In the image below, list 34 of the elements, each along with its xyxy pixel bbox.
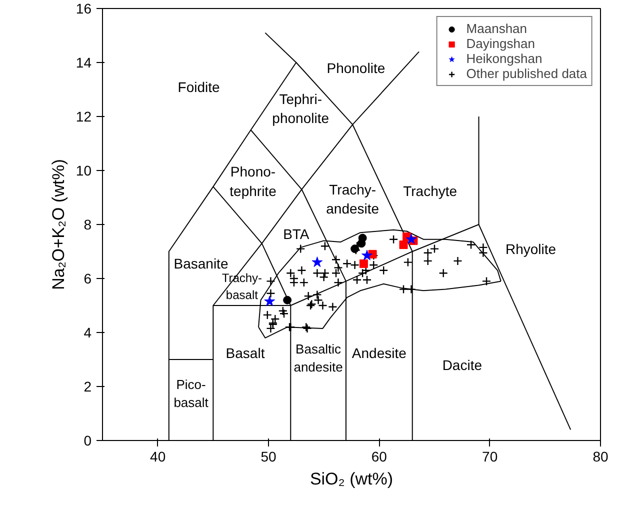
annotation: BTA	[283, 226, 310, 242]
y-tick-label: 12	[76, 108, 92, 124]
annotation: Foidite	[178, 78, 220, 95]
annotation: Phonolite	[326, 60, 386, 76]
annotation: Andesite	[352, 344, 407, 361]
annotation: Tephri- phonolite	[272, 90, 330, 126]
annotation: Basalt	[226, 344, 265, 361]
y-tick-label: 14	[76, 54, 92, 70]
y-tick-label: 16	[76, 0, 92, 16]
annotation: Rhyolite	[505, 240, 556, 257]
annotation: Trachyte	[403, 182, 458, 199]
legend-label: Heikongshan	[466, 51, 542, 66]
annotation: Basanite	[174, 256, 228, 272]
y-axis-title: Na₂O+K₂O (wt%)	[48, 159, 68, 290]
x-tick-label: 40	[150, 448, 166, 464]
legend-label: Dayingshan	[466, 36, 535, 51]
annotation: Basaltic andesite	[294, 342, 343, 375]
x-tick-label: 80	[592, 448, 608, 464]
y-tick-label: 10	[76, 162, 92, 178]
annotation: Trachy- andesite	[326, 181, 380, 216]
annotation: Phono- tephrite	[230, 164, 277, 199]
x-tick-label: 60	[371, 448, 388, 464]
x-axis-title: SiO₂ (wt%)	[310, 470, 394, 488]
y-tick-label: 2	[84, 378, 92, 394]
x-tick-label: 50	[260, 448, 276, 464]
y-tick-label: 4	[84, 324, 92, 340]
annotation: Pico- basalt	[174, 376, 209, 410]
y-tick-label: 6	[84, 270, 92, 286]
x-tick-label: 70	[482, 448, 498, 464]
y-tick-label: 0	[84, 432, 92, 448]
y-tick-label: 8	[84, 216, 92, 232]
legend-label: Maanshan	[466, 21, 528, 36]
annotation: Dacite	[442, 356, 482, 373]
legend-label: Other published data	[466, 66, 587, 81]
